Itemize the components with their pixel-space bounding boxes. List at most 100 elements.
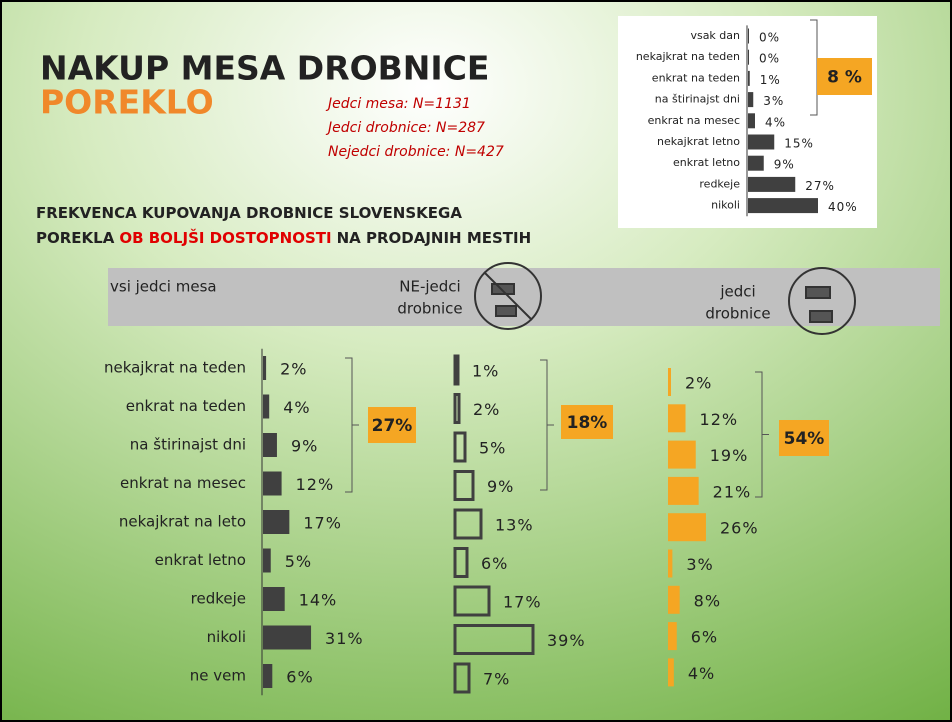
- heading-text: FREKVENCA KUPOVANJA DROBNICE SLOVENSKEGA: [36, 204, 462, 222]
- value-label: 17%: [503, 593, 542, 612]
- category-label: nekajkrat na teden: [104, 359, 246, 377]
- bar: [263, 472, 282, 496]
- value-label: 31%: [325, 629, 364, 648]
- bar: [668, 550, 672, 578]
- chart-title: jedci: [719, 283, 755, 301]
- value-label: 0%: [759, 52, 780, 66]
- bar: [668, 441, 696, 469]
- value-label: 15%: [784, 137, 814, 151]
- chart-title: NE-jedci: [399, 278, 460, 296]
- page: NAKUP MESA DROBNICE POREKLO Jedci mesa: …: [0, 0, 952, 722]
- category-label: na štirinajst dni: [655, 93, 740, 106]
- value-label: 3%: [686, 555, 713, 574]
- category-label: redkeje: [699, 177, 740, 190]
- value-label: 5%: [285, 552, 312, 571]
- category-label: redkeje: [191, 590, 246, 608]
- category-label: nekajkrat na teden: [636, 50, 740, 63]
- value-label: 26%: [720, 519, 759, 538]
- value-label: 9%: [487, 477, 514, 496]
- value-label: 39%: [547, 631, 586, 650]
- value-label: 4%: [283, 398, 310, 417]
- value-label: 2%: [473, 400, 500, 419]
- bar: [668, 368, 671, 396]
- category-label: enkrat na mesec: [648, 114, 740, 127]
- category-label: na štirinajst dni: [130, 436, 246, 454]
- bar: [263, 356, 266, 380]
- value-label: 14%: [299, 591, 338, 610]
- value-label: 40%: [828, 200, 858, 214]
- heading-text: NA PRODAJNIH MESTIH: [337, 229, 532, 247]
- bar: [748, 50, 749, 65]
- value-label: 27%: [805, 179, 835, 193]
- bar: [263, 626, 311, 650]
- note: Jedci drobnice: N=287: [325, 120, 485, 136]
- value-label: 6%: [691, 628, 718, 647]
- bar: [748, 198, 818, 213]
- heading-text: POREKLA: [36, 229, 115, 247]
- value-label: 8%: [694, 591, 721, 610]
- heading-highlight: OB BOLJŠI DOSTOPNOSTI: [119, 228, 331, 247]
- bar: [263, 395, 269, 419]
- category-label: nikoli: [711, 199, 740, 212]
- value-label: 17%: [303, 514, 342, 533]
- bar: [263, 664, 272, 688]
- chart-title: drobnice: [397, 300, 462, 318]
- bar: [748, 29, 749, 44]
- value-label: 0%: [759, 31, 780, 45]
- value-label: 7%: [483, 670, 510, 689]
- category-label: nekajkrat na leto: [119, 513, 246, 531]
- value-label: 3%: [763, 94, 784, 108]
- bar: [748, 92, 753, 107]
- summary-label: 18%: [567, 413, 608, 433]
- value-label: 13%: [495, 516, 534, 535]
- value-label: 9%: [291, 437, 318, 456]
- category-label: ne vem: [190, 667, 246, 685]
- summary-label: 54%: [784, 429, 825, 449]
- chart-title: drobnice: [705, 305, 770, 323]
- value-label: 12%: [700, 410, 739, 429]
- bar: [668, 658, 674, 686]
- value-label: 5%: [479, 439, 506, 458]
- bar: [668, 622, 677, 650]
- slide: NAKUP MESA DROBNICE POREKLO Jedci mesa: …: [0, 0, 952, 722]
- bar: [748, 177, 795, 192]
- value-label: 2%: [280, 360, 307, 379]
- category-label: enkrat na teden: [652, 71, 740, 84]
- bar: [263, 433, 277, 457]
- summary-label: 27%: [372, 416, 413, 436]
- category-label: vsak dan: [690, 29, 740, 42]
- bar: [748, 113, 755, 128]
- bar: [263, 510, 289, 534]
- bar: [668, 586, 680, 614]
- category-label: enkrat na mesec: [120, 474, 246, 492]
- value-label: 21%: [713, 482, 752, 501]
- value-label: 6%: [286, 668, 313, 687]
- value-label: 2%: [685, 374, 712, 393]
- bar: [668, 477, 699, 505]
- category-label: enkrat na teden: [126, 397, 246, 415]
- value-label: 12%: [296, 475, 335, 494]
- chart-title: vsi jedci mesa: [110, 278, 217, 296]
- bar: [748, 156, 764, 171]
- bar: [263, 587, 285, 611]
- bar: [668, 404, 686, 432]
- bar: [748, 71, 750, 86]
- value-label: 9%: [774, 158, 795, 172]
- heading-line: FREKVENCA KUPOVANJA DROBNICE SLOVENSKEGA: [36, 204, 462, 222]
- subtitle: POREKLO: [40, 83, 214, 122]
- value-label: 1%: [472, 362, 499, 381]
- category-label: nekajkrat letno: [657, 135, 740, 148]
- category-label: enkrat letno: [673, 156, 740, 169]
- note: Nejedci drobnice: N=427: [328, 144, 504, 160]
- bar: [668, 513, 706, 541]
- bar: [455, 356, 458, 384]
- category-label: nikoli: [207, 628, 246, 646]
- category-label: enkrat letno: [155, 551, 246, 569]
- bar: [748, 135, 774, 150]
- note: Jedci mesa: N=1131: [325, 96, 471, 112]
- value-label: 19%: [710, 446, 749, 465]
- value-label: 6%: [481, 554, 508, 573]
- value-label: 1%: [760, 73, 781, 87]
- summary-label: 8 %: [827, 68, 862, 88]
